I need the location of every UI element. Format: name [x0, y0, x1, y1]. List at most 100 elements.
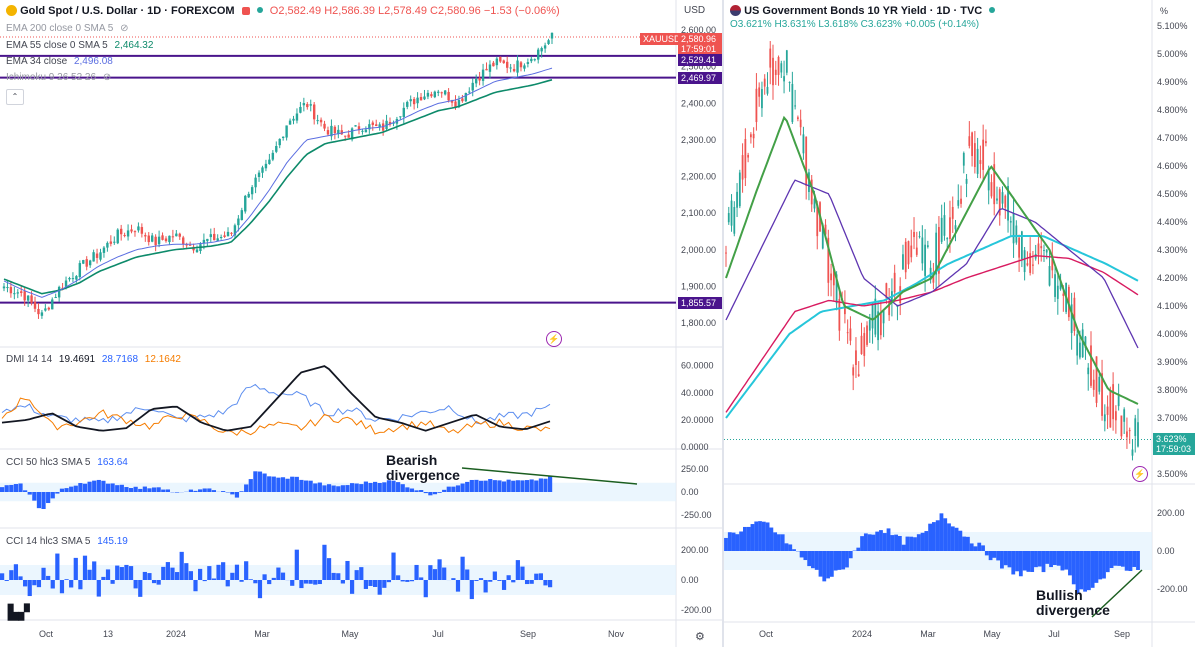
candle-body — [832, 269, 835, 286]
candle-body — [830, 273, 832, 281]
cci50-bar — [262, 473, 267, 492]
gold-chart-pane[interactable]: 2,600.00 2,500.00 2,400.00 2,300.00 2,200.00… — [0, 0, 722, 647]
cci14-bar — [41, 567, 46, 580]
cci-bar — [897, 535, 902, 551]
collapse-legend-button[interactable]: ⌃ — [6, 89, 24, 105]
time-tick-label: 2024 — [852, 629, 872, 639]
cci-bar — [947, 523, 951, 551]
candle-body — [178, 233, 181, 237]
yield-tick-label: 4.500% — [1157, 189, 1188, 199]
cci50-bar — [36, 492, 42, 509]
cci-bar — [1007, 551, 1012, 568]
ma-cyan-line — [725, 235, 1139, 419]
eye-off-icon[interactable]: ⊘ — [102, 72, 112, 83]
indicator-ema55[interactable]: EMA 55 close 0 SMA 5 2,464.32 — [6, 40, 153, 52]
indicator-ichimoku-label: Ichimoku 9 26 52 26 — [6, 72, 97, 83]
price-tick-label: 2,600.00 — [681, 25, 716, 35]
cci-bar — [909, 536, 914, 551]
candle-body — [846, 332, 849, 334]
cci14-bar — [9, 570, 14, 580]
pane-divider[interactable] — [722, 0, 724, 647]
candle-body — [264, 163, 268, 169]
candle-body — [247, 193, 250, 198]
cci50-bar — [257, 471, 263, 492]
candle-body — [495, 58, 499, 66]
cci14-bar — [262, 574, 267, 580]
us10y-chart-pane[interactable]: % 5.100% 5.000% 4.900% 4.800% 4.700% 4.600% 4.5… — [724, 0, 1195, 647]
cci-bar — [958, 530, 963, 551]
cci50-bar — [124, 487, 129, 492]
candle-body — [835, 274, 838, 304]
time-tick-label: Jul — [1048, 629, 1060, 639]
settings-gear-icon[interactable]: ⚙ — [695, 631, 705, 643]
goto-realtime-icon[interactable]: ⚡ — [546, 331, 562, 347]
candle-body — [763, 78, 766, 87]
cci50-legend[interactable]: CCI 50 hlc3 SMA 5 163.64 — [6, 457, 128, 469]
cci14-bar — [202, 580, 207, 582]
us10y-chart-canvas[interactable]: % 5.100% 5.000% 4.900% 4.800% 4.700% 4.600% 4.5… — [724, 0, 1195, 647]
dmi-legend[interactable]: DMI 14 14 19.4691 28.7168 12.1642 — [6, 354, 181, 366]
cci50-bar — [331, 485, 336, 492]
cci-bar — [780, 534, 785, 551]
candle-body — [794, 105, 797, 107]
tradingview-logo[interactable]: ▙▞ — [8, 604, 30, 621]
indicator-ema34[interactable]: EMA 34 close 2,496.08 — [6, 56, 113, 68]
cci50-bar — [303, 480, 309, 492]
candle-body — [509, 67, 512, 69]
candle-body — [1007, 185, 1009, 221]
cci-bar — [750, 524, 755, 551]
candle-body — [140, 227, 144, 234]
goto-realtime-icon[interactable]: ⚡ — [1132, 466, 1148, 482]
cci50-bar — [414, 490, 419, 492]
indicator-ema200[interactable]: EMA 200 close 0 SMA 5 ⊘ — [6, 23, 128, 35]
cci14-bar — [69, 580, 74, 588]
cci14-bar — [124, 564, 129, 580]
us10y-countdown: 17:59:03 — [1156, 444, 1192, 454]
gold-open: O2,582.49 — [269, 5, 322, 17]
time-tick-label: 2024 — [166, 629, 186, 639]
cci14-bar — [133, 580, 138, 589]
cci-bar — [1068, 551, 1072, 576]
cci14-bar — [198, 568, 203, 580]
candle-body — [1081, 329, 1084, 358]
eye-off-icon[interactable]: ⊘ — [120, 23, 129, 34]
candle-body — [543, 45, 547, 49]
cci14-bar — [188, 571, 194, 580]
candle-body — [457, 99, 461, 108]
cci50-bar — [188, 489, 194, 492]
candle-body — [913, 231, 915, 238]
candle-body — [440, 92, 443, 94]
gold-header: Gold Spot / U.S. Dollar · 1D · FOREXCOM … — [6, 4, 560, 18]
cci-bar — [1086, 551, 1091, 591]
time-tick-label: May — [341, 629, 359, 639]
candle-body — [946, 238, 949, 240]
cci14-legend[interactable]: CCI 14 hlc3 SMA 5 145.19 — [6, 536, 128, 548]
dmi-tick-label: 40.0000 — [681, 388, 714, 398]
cci-bar — [742, 526, 747, 551]
candle-body — [244, 195, 247, 212]
cci14-bar — [377, 580, 382, 595]
candle-body — [747, 154, 750, 158]
cci14-bar — [409, 580, 415, 582]
candle-body — [137, 226, 140, 231]
cci14-tick-label: -200.00 — [681, 605, 712, 615]
cci-bar — [977, 542, 982, 551]
cci50-bar — [386, 480, 392, 492]
candle-body — [154, 236, 157, 246]
cci14-bar — [87, 569, 92, 580]
indicator-ema34-value: 2,496.08 — [73, 56, 113, 67]
cci50-bar — [82, 483, 88, 492]
candle-body — [761, 89, 763, 109]
cci-bar — [777, 534, 781, 551]
cci-bar — [826, 551, 830, 579]
cci14-bar — [460, 556, 465, 580]
candle-body — [957, 200, 960, 206]
indicator-ichimoku[interactable]: Ichimoku 9 26 52 26 ⊘ — [6, 72, 111, 84]
candle-body — [433, 91, 437, 98]
cci-bar — [882, 533, 887, 551]
time-tick-label: 13 — [103, 629, 113, 639]
cci14-bar — [442, 567, 447, 580]
cci-bar — [867, 534, 872, 551]
di-minus-line — [1, 397, 551, 436]
gold-chart-canvas[interactable]: 2,600.00 2,500.00 2,400.00 2,300.00 2,200.00… — [0, 0, 722, 647]
